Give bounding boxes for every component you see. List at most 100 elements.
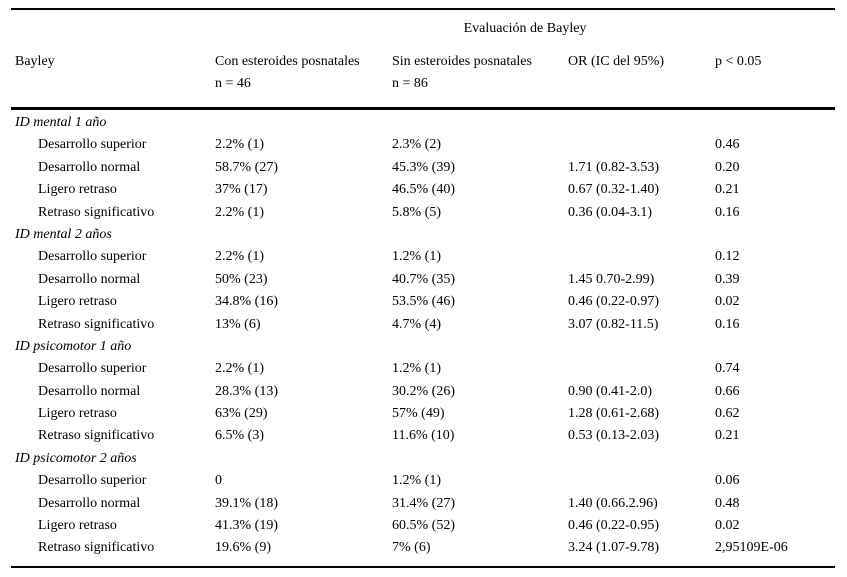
table-row: Desarrollo normal 39.1% (18) 31.4% (27) 1.4… — [11, 493, 835, 515]
table-row: Ligero retraso 41.3% (19) 60.5% (52) 0.46 (… — [11, 515, 835, 537]
table-cell: 6.5% (3) — [215, 428, 264, 444]
section-header-row: ID mental 2 años — [11, 224, 835, 246]
table-cell: 3.07 (0.82-11.5) — [568, 316, 659, 332]
row-label: Ligero retraso — [38, 518, 117, 534]
table-cell: 30.2% (26) — [392, 383, 455, 399]
table-cell: 50% (23) — [215, 271, 268, 287]
col-header-bayley: Bayley — [11, 51, 215, 95]
table-title: Evaluación de Bayley — [463, 21, 587, 36]
table-cell: 0.53 (0.13-2.03) — [568, 428, 659, 444]
table-cell: 0.16 — [715, 204, 740, 220]
table-cell: 58.7% (27) — [215, 159, 278, 175]
table-cell: 46.5% (40) — [392, 182, 455, 198]
table-cell: 2.2% (1) — [215, 361, 264, 377]
table-cell: 0.74 — [715, 361, 740, 377]
table-cell: 0.67 (0.32-1.40) — [568, 182, 659, 198]
table-cell: 28.3% (13) — [215, 383, 278, 399]
table-cell: 1.2% (1) — [392, 361, 441, 377]
row-label: Desarrollo normal — [38, 271, 141, 287]
table-cell: 0.21 — [715, 428, 740, 444]
table-body: ID mental 1 año Desarrollo superior 2.2% (… — [11, 110, 835, 566]
col-header-sin-esteroides-n: n = 86 — [392, 76, 428, 91]
row-label: Retraso significativo — [38, 540, 155, 556]
table-cell: 37% (17) — [215, 182, 268, 198]
col-header-con-esteroides-n: n = 46 — [215, 76, 251, 91]
table-row: Desarrollo superior 2.2% (1) 1.2% (1) 0.74 — [11, 358, 835, 380]
col-header-sin-esteroides: Sin esteroides posnatales n = 86 — [392, 51, 568, 95]
table-cell: 1.40 (0.66.2.96) — [568, 495, 658, 511]
table-cell: 5.8% (5) — [392, 204, 441, 220]
table-row: Desarrollo normal 28.3% (13) 30.2% (26) 0.9… — [11, 381, 835, 403]
table-cell: 31.4% (27) — [392, 495, 455, 511]
table-cell: 2.3% (2) — [392, 137, 441, 153]
row-label: Ligero retraso — [38, 406, 117, 422]
section-header-row: ID mental 1 año — [11, 112, 835, 134]
table-cell: 2,95109E-06 — [715, 540, 788, 556]
row-label: Retraso significativo — [38, 428, 155, 444]
row-label: Retraso significativo — [38, 204, 155, 220]
table-cell: 40.7% (35) — [392, 271, 455, 287]
row-label: Desarrollo normal — [38, 159, 141, 175]
table-cell: 34.8% (16) — [215, 294, 278, 310]
row-label: Desarrollo superior — [38, 361, 147, 377]
table-cell: 0.16 — [715, 316, 740, 332]
col-header-con-esteroides-line1: Con esteroides posnatales — [215, 54, 360, 69]
table-cell: 60.5% (52) — [392, 518, 455, 534]
row-label: Desarrollo normal — [38, 495, 141, 511]
table-cell: 39.1% (18) — [215, 495, 278, 511]
col-header-bayley-label: Bayley — [15, 54, 55, 69]
table-row: Desarrollo normal 50% (23) 40.7% (35) 1.45 … — [11, 269, 835, 291]
table-cell: 57% (49) — [392, 406, 445, 422]
table-cell: 1.2% (1) — [392, 473, 441, 489]
table-cell: 0 — [215, 473, 222, 489]
row-label: Retraso significativo — [38, 316, 155, 332]
table-cell: 11.6% (10) — [392, 428, 455, 444]
table-cell: 41.3% (19) — [215, 518, 278, 534]
row-label: Desarrollo superior — [38, 137, 147, 153]
bayley-evaluation-table: Evaluación de Bayley Bayley Con esteroid… — [11, 8, 835, 568]
table-cell: 0.02 — [715, 294, 740, 310]
section-header-row: ID psicomotor 1 año — [11, 336, 835, 358]
table-cell — [568, 134, 715, 156]
table-row: Retraso significativo 6.5% (3) 11.6% (10) 0… — [11, 425, 835, 447]
table-cell: 13% (6) — [215, 316, 261, 332]
table-row: Retraso significativo 19.6% (9) 7% (6) 3.24… — [11, 537, 835, 559]
table-cell: 0.48 — [715, 495, 740, 511]
table-cell: 0.36 (0.04-3.1) — [568, 204, 652, 220]
table-cell: 1.28 (0.61-2.68) — [568, 406, 659, 422]
row-label: Ligero retraso — [38, 294, 117, 310]
table-cell: 3.24 (1.07-9.78) — [568, 540, 659, 556]
table-cell: 2.2% (1) — [215, 204, 264, 220]
table-cell: 2.2% (1) — [215, 137, 264, 153]
table-cell: 0.02 — [715, 518, 740, 534]
col-header-or-label: OR (IC del 95%) — [568, 54, 665, 69]
table-cell — [568, 470, 715, 492]
table-cell: 0.46 (0.22-0.97) — [568, 294, 659, 310]
table-cell: 0.90 (0.41-2.0) — [568, 383, 652, 399]
table-row: Ligero retraso 63% (29) 57% (49) 1.28 (0.61… — [11, 403, 835, 425]
table-cell: 0.46 (0.22-0.95) — [568, 518, 659, 534]
table-cell: 7% (6) — [392, 540, 431, 556]
col-header-pvalue: p < 0.05 — [715, 51, 835, 95]
table-cell: 53.5% (46) — [392, 294, 455, 310]
title-spacer — [11, 21, 215, 51]
col-header-or: OR (IC del 95%) — [568, 51, 715, 95]
col-header-con-esteroides: Con esteroides posnatales n = 46 — [215, 51, 392, 95]
table-cell — [568, 358, 715, 380]
table-row: Retraso significativo 2.2% (1) 5.8% (5) 0.3… — [11, 202, 835, 224]
table-row: Retraso significativo 13% (6) 4.7% (4) 3.07… — [11, 314, 835, 336]
row-label: Ligero retraso — [38, 182, 117, 198]
row-label: Desarrollo superior — [38, 249, 147, 265]
section-header-label: ID psicomotor 1 año — [15, 338, 132, 354]
row-label: Desarrollo normal — [38, 383, 141, 399]
table-row: Ligero retraso 37% (17) 46.5% (40) 0.67 (0.… — [11, 179, 835, 201]
table-cell: 1.2% (1) — [392, 249, 441, 265]
row-label: Desarrollo superior — [38, 473, 147, 489]
table-cell — [568, 246, 715, 268]
section-header-row: ID psicomotor 2 años — [11, 448, 835, 470]
table-row: Desarrollo superior 2.2% (1) 2.3% (2) 0.46 — [11, 134, 835, 156]
table-cell: 4.7% (4) — [392, 316, 441, 332]
table-cell: 1.45 0.70-2.99) — [568, 271, 655, 287]
table-cell: 0.39 — [715, 271, 740, 287]
table-row: Desarrollo superior 2.2% (1) 1.2% (1) 0.12 — [11, 246, 835, 268]
